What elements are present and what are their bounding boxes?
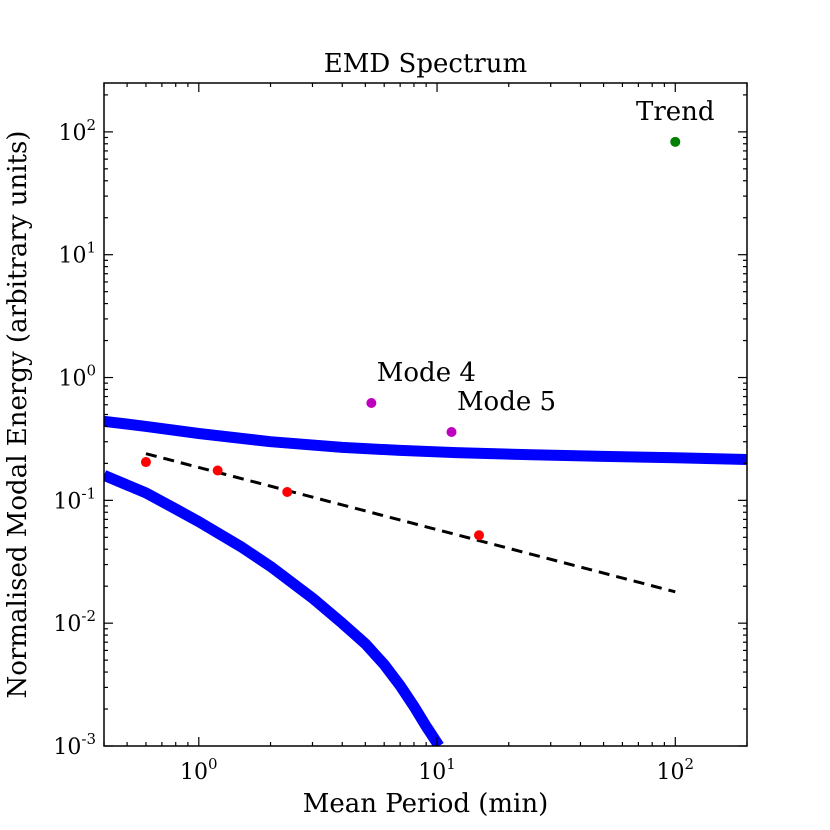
power-law-fit [145, 452, 676, 594]
mode-3-point [282, 486, 293, 497]
curves-layer [104, 415, 747, 746]
fit-layer [145, 452, 676, 594]
mode-5-label: Mode 5 [457, 387, 556, 417]
y-axis-label: Normalised Modal Energy (arbitrary units… [3, 131, 33, 699]
y-tick-label: 10-1 [53, 484, 96, 514]
trend-label: Trend [636, 97, 715, 127]
x-tick-label: 100 [180, 755, 218, 785]
y-tick-label: 100 [58, 362, 96, 392]
mode-1-point [140, 457, 151, 468]
y-tick-label: 10-3 [53, 730, 96, 760]
mode-4-point [366, 398, 377, 409]
lower-confidence-curve [104, 470, 444, 746]
mode-6-point [473, 530, 484, 541]
x-axis-label: Mean Period (min) [303, 789, 549, 819]
plot-frame [103, 82, 748, 747]
points-layer [140, 136, 681, 541]
x-tick-label: 101 [418, 755, 456, 785]
mode-4-label: Mode 4 [377, 358, 476, 388]
chart-title: EMD Spectrum [324, 49, 527, 79]
y-tick-label: 10-2 [53, 607, 96, 637]
y-tick-label: 101 [58, 239, 96, 269]
trend-point [670, 136, 681, 147]
x-tick-label: 102 [657, 755, 695, 785]
mode-2-point [212, 465, 223, 476]
mode-5-point [446, 427, 457, 438]
upper-confidence-curve [104, 415, 747, 465]
y-tick-label: 102 [58, 116, 96, 146]
